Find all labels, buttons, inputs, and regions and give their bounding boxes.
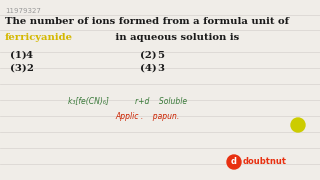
Text: in aqueous solution is: in aqueous solution is <box>112 33 239 42</box>
Text: 3: 3 <box>157 64 164 73</box>
Text: ferricyanide: ferricyanide <box>5 33 73 42</box>
Text: k₃[fe(CN)₆]           r+d    Soluble: k₃[fe(CN)₆] r+d Soluble <box>68 97 187 106</box>
Text: (1): (1) <box>10 51 27 60</box>
Text: (3): (3) <box>10 64 27 73</box>
Circle shape <box>227 155 241 169</box>
Text: The number of ions formed from a formula unit of: The number of ions formed from a formula… <box>5 17 292 26</box>
Text: (2): (2) <box>140 51 156 60</box>
Text: 5: 5 <box>157 51 164 60</box>
Text: 11979327: 11979327 <box>5 8 41 14</box>
Text: d: d <box>231 158 237 166</box>
Text: Applic .    papun.: Applic . papun. <box>115 112 179 121</box>
Text: 2: 2 <box>26 64 33 73</box>
Text: (4): (4) <box>140 64 157 73</box>
Text: doubtnut: doubtnut <box>243 158 287 166</box>
Text: 4: 4 <box>26 51 33 60</box>
Circle shape <box>291 118 305 132</box>
